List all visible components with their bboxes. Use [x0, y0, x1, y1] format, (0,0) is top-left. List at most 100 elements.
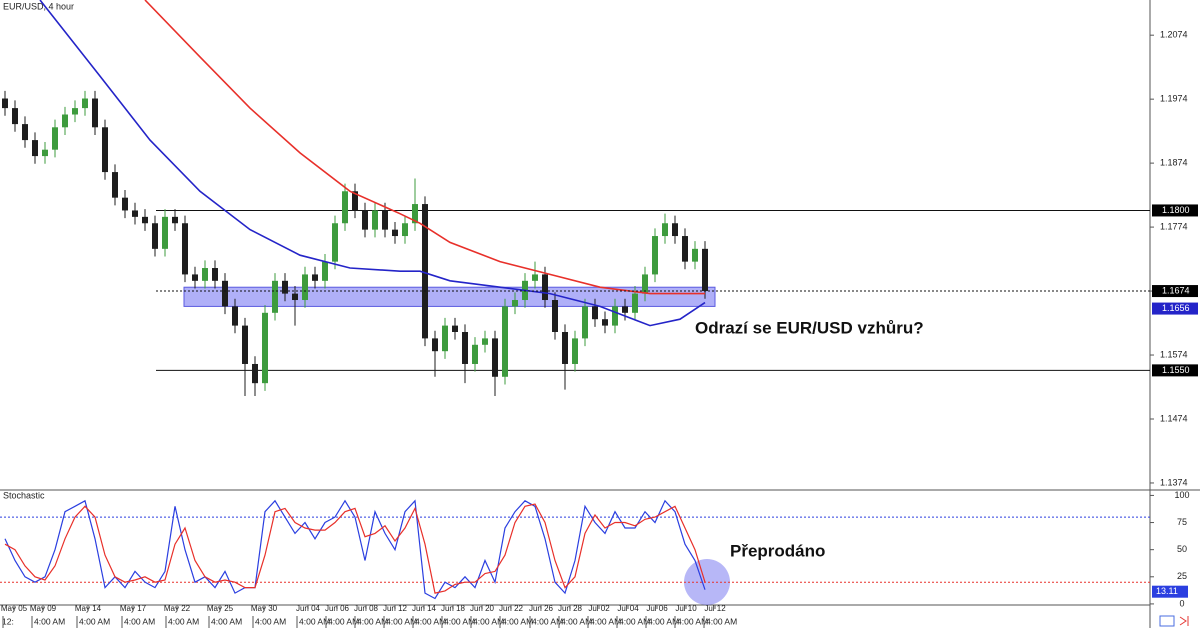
x-tick-label: May 17	[120, 604, 147, 613]
candle-body	[372, 210, 378, 230]
candle-body	[672, 223, 678, 237]
last-value-box	[1152, 585, 1188, 598]
candle-body	[142, 216, 148, 224]
x-tick-time: 4:00 AM	[444, 616, 475, 626]
x-tick-label: Jun 20	[470, 604, 495, 613]
x-tick-time: 4:00 AM	[415, 616, 446, 626]
candle-body	[52, 127, 58, 150]
y-tick-label: 1.1574	[1160, 349, 1188, 359]
x-tick-time: 4:00 AM	[168, 616, 199, 626]
candle-body	[662, 223, 668, 237]
x-tick-label: Jun 12	[383, 604, 408, 613]
candle-body	[162, 216, 168, 249]
y-tick-label: 100	[1174, 490, 1189, 500]
candle-body	[82, 98, 88, 109]
y-tick-label: 1.1974	[1160, 94, 1188, 104]
candle-body	[682, 236, 688, 262]
indicator-title: Stochastic	[3, 490, 45, 500]
icon[interactable]	[1159, 615, 1175, 627]
candle-body	[212, 268, 218, 281]
x-tick-time: 4:00 AM	[561, 616, 592, 626]
candle-body	[302, 274, 308, 301]
candle-body	[622, 306, 628, 313]
candle-body	[222, 280, 228, 307]
icon[interactable]	[1179, 616, 1189, 626]
candle-body	[362, 210, 368, 230]
x-tick-label: Jun 04	[296, 604, 321, 613]
candle-body	[592, 306, 598, 320]
candle-body	[22, 124, 28, 141]
candle-body	[42, 149, 48, 157]
x-tick-time: 4:00 AM	[473, 616, 504, 626]
x-tick-label: May 22	[164, 604, 191, 613]
level-label-box	[1152, 364, 1198, 377]
candle-body	[462, 331, 468, 364]
moving-average	[39, 0, 706, 327]
y-tick-label: 1.1374	[1160, 477, 1188, 487]
x-tick-label: Jun 06	[325, 604, 350, 613]
x-tick-time: 4:00 AM	[299, 616, 330, 626]
candle-body	[62, 114, 68, 128]
moving-average	[144, 0, 705, 295]
candle-body	[542, 274, 548, 301]
candle-body	[552, 300, 558, 332]
x-tick-label: May 25	[207, 604, 234, 613]
candle-body	[152, 223, 158, 249]
candle-body	[292, 293, 298, 301]
highlight-circle	[684, 559, 730, 605]
candle-body	[342, 191, 348, 224]
candle-body	[532, 274, 538, 281]
candle-body	[502, 306, 508, 377]
title-box	[0, 0, 70, 14]
x-tick-time: 4:00 AM	[590, 616, 621, 626]
x-tick-time: 4:00 AM	[386, 616, 417, 626]
x-tick-label: Jun 14	[412, 604, 437, 613]
candle-body	[652, 236, 658, 275]
candle-body	[422, 204, 428, 339]
candle-body	[702, 248, 708, 292]
candle-body	[452, 325, 458, 332]
candle-body	[352, 191, 358, 211]
candle-body	[72, 108, 78, 115]
annotation: Odrazí se EUR/USD vzhůru?	[695, 318, 924, 337]
candle-body	[242, 325, 248, 364]
candle-body	[92, 98, 98, 128]
y-tick-label: 1.1474	[1160, 413, 1188, 423]
candle-body	[322, 261, 328, 281]
candle-body	[602, 319, 608, 326]
x-tick-time: 4:00 AM	[255, 616, 286, 626]
y-tick-label: 25	[1177, 571, 1187, 581]
x-tick-time: 4:00 AM	[648, 616, 679, 626]
candle-body	[272, 280, 278, 313]
x-tick-label: Jun 22	[499, 604, 524, 613]
candle-body	[252, 363, 258, 384]
candle-body	[12, 108, 18, 125]
candle-body	[432, 338, 438, 352]
candle-body	[612, 306, 618, 326]
candle-body	[232, 306, 238, 326]
candle-body	[512, 300, 518, 307]
candle-body	[202, 268, 208, 281]
candle-body	[492, 338, 498, 377]
candle-body	[402, 223, 408, 237]
x-tick-time: 12:	[2, 616, 14, 626]
x-tick-label: Jul 06	[646, 604, 668, 613]
candle-body	[412, 204, 418, 224]
stochastic-line	[4, 499, 706, 600]
x-tick-time: 4:00 AM	[677, 616, 708, 626]
x-tick-time: 4:00 AM	[79, 616, 110, 626]
x-tick-label: May 09	[30, 604, 57, 613]
candle-body	[312, 274, 318, 281]
candle-body	[392, 229, 398, 237]
ma-value-label: 1.1656	[1162, 303, 1190, 313]
x-tick-time: 4:00 AM	[532, 616, 563, 626]
candle-body	[632, 293, 638, 313]
ma-value-box	[1152, 302, 1198, 315]
x-tick-label: Jul 10	[675, 604, 697, 613]
level-label: 1.1800	[1162, 205, 1190, 215]
candle-body	[112, 172, 118, 198]
candle-body	[382, 210, 388, 230]
candle-body	[572, 338, 578, 364]
